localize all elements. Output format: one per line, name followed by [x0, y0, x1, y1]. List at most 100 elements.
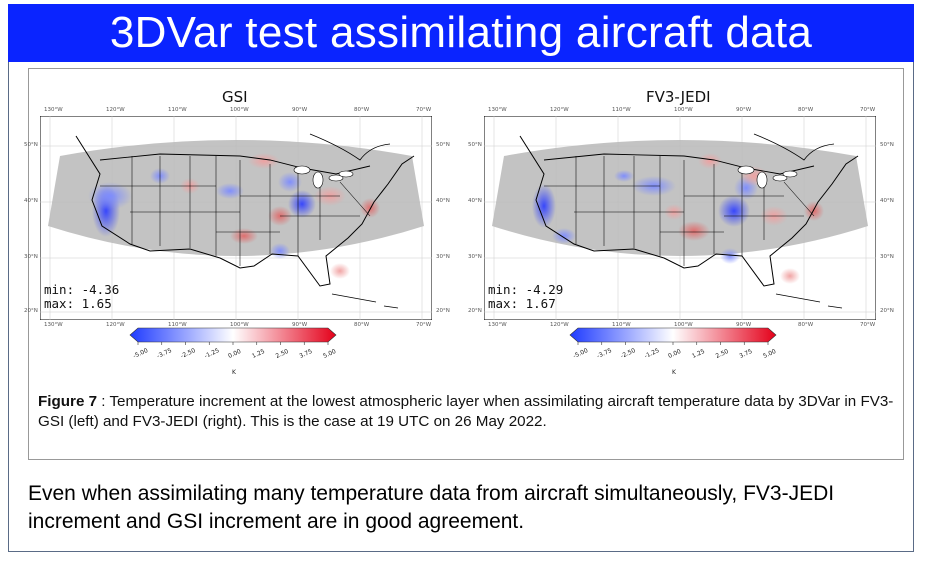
island: [775, 293, 821, 303]
jedi-stats: min: -4.29 max: 1.67: [488, 283, 563, 311]
increment-blob: [720, 248, 740, 264]
lon-tick-label: 70°W: [416, 322, 432, 328]
increment-blob: [248, 153, 280, 169]
great-lake: [772, 174, 788, 182]
lat-tick-label: 50°N: [436, 142, 450, 148]
lat-tick-label: 50°N: [880, 142, 894, 148]
colorbar-tick-label: -5.00: [572, 347, 589, 360]
island: [331, 293, 377, 303]
colorbar-tick-label: 0.00: [227, 348, 242, 360]
coastline: [75, 135, 415, 287]
increment-blob: [230, 228, 258, 244]
great-lake: [782, 170, 798, 178]
colorbar-tick-label: -3.75: [596, 347, 613, 360]
colorbar-tick-label: -1.25: [643, 347, 660, 360]
gsi-max-label: max: 1.65: [44, 296, 112, 311]
great-lake: [293, 165, 311, 175]
increment-blob: [360, 198, 380, 218]
colorbar-gradient: [569, 327, 777, 343]
lon-tick-label: 130°W: [44, 107, 63, 113]
great-lake: [312, 171, 324, 189]
caption-text: : Temperature increment at the lowest at…: [38, 393, 894, 430]
border-line: [99, 153, 371, 175]
figure-caption: Figure 7 : Temperature increment at the …: [38, 392, 898, 432]
colorbar-tick-label: 3.75: [298, 348, 313, 360]
increment-blob: [270, 243, 290, 259]
lon-tick-label: 80°W: [354, 107, 370, 113]
panel-title-gsi: GSI: [222, 88, 248, 106]
colorbar-tick-label: 5.00: [322, 348, 337, 360]
colorbar-tick-label: -2.50: [180, 347, 197, 360]
lon-tick-label: 100°W: [674, 322, 693, 328]
state-border: [783, 181, 815, 217]
lat-tick-label: 40°N: [468, 198, 482, 204]
colorbar-fv3jedi: -5.00 -3.75 -2.50 -1.25 0.00 1.25 2.50 3.75 5.00…: [569, 327, 777, 376]
lon-tick-label: 100°W: [230, 107, 249, 113]
lat-tick-label: 20°N: [880, 308, 894, 314]
lon-tick-label: 120°W: [550, 107, 569, 113]
lat-tick-label: 30°N: [24, 254, 38, 260]
border-line: [543, 153, 815, 175]
lat-tick-label: 30°N: [468, 254, 482, 260]
lon-tick-label: 110°W: [612, 107, 631, 113]
lat-tick-label: 40°N: [880, 198, 894, 204]
lon-tick-label: 100°W: [674, 107, 693, 113]
coastline: [519, 135, 859, 287]
coastline: [753, 133, 835, 161]
lat-tick-label: 20°N: [24, 308, 38, 314]
increment-blob: [614, 170, 634, 182]
map-panel-gsi: [40, 116, 432, 320]
increment-blob: [278, 172, 302, 192]
increment-blob: [804, 201, 824, 221]
lat-tick-label: 50°N: [24, 142, 38, 148]
lon-tick-label: 100°W: [230, 322, 249, 328]
lon-tick-label: 80°W: [354, 322, 370, 328]
lon-tick-label: 130°W: [488, 322, 507, 328]
lon-tick-label: 70°W: [860, 107, 876, 113]
gsi-min-label: min: -4.36: [44, 282, 120, 297]
lon-tick-label: 110°W: [168, 322, 187, 328]
great-lake: [328, 174, 344, 182]
colorbar-tick-label: 2.50: [715, 348, 730, 360]
colorbar-tick-label: 0.00: [667, 348, 682, 360]
colorbar-gradient: [129, 327, 337, 343]
panel-title-fv3jedi: FV3-JEDI: [646, 88, 711, 106]
gsi-stats: min: -4.36 max: 1.65: [44, 283, 119, 311]
great-lake: [737, 165, 755, 175]
map-panel-fv3jedi: [484, 116, 876, 320]
jedi-max-label: max: 1.67: [488, 296, 556, 311]
increment-blob: [698, 153, 722, 169]
lon-tick-label: 110°W: [612, 322, 631, 328]
colorbar-unit-label: K: [232, 369, 237, 376]
colorbar-tick-label: -5.00: [132, 347, 149, 360]
colorbar-tick-label: 3.75: [738, 348, 753, 360]
lon-tick-label: 90°W: [736, 322, 752, 328]
great-lake: [338, 170, 354, 178]
colorbar-unit-label: K: [672, 369, 677, 376]
lat-tick-label: 40°N: [436, 198, 450, 204]
colorbar-tick-label: 2.50: [275, 348, 290, 360]
increment-blob: [678, 221, 710, 241]
lat-tick-label: 20°N: [436, 308, 450, 314]
lon-tick-label: 80°W: [798, 107, 814, 113]
state-border: [339, 181, 371, 217]
lat-tick-label: 20°N: [468, 308, 482, 314]
colorbar-tick-label: 5.00: [762, 348, 777, 360]
caption-label: Figure 7: [38, 393, 98, 410]
lon-tick-label: 70°W: [416, 107, 432, 113]
increment-blob: [288, 190, 316, 218]
slide-title: 3DVar test assimilating aircraft data: [8, 4, 914, 62]
colorbar-tick-label: 1.25: [691, 348, 706, 360]
lon-tick-label: 80°W: [798, 322, 814, 328]
great-lake: [756, 171, 768, 189]
increment-blob: [330, 263, 350, 279]
lat-tick-label: 40°N: [24, 198, 38, 204]
island: [383, 305, 399, 309]
lon-tick-label: 70°W: [860, 322, 876, 328]
island: [827, 305, 843, 309]
lon-tick-label: 90°W: [292, 107, 308, 113]
lon-tick-label: 90°W: [292, 322, 308, 328]
lat-tick-label: 30°N: [436, 254, 450, 260]
increment-blob: [88, 182, 132, 210]
lon-tick-label: 120°W: [106, 322, 125, 328]
